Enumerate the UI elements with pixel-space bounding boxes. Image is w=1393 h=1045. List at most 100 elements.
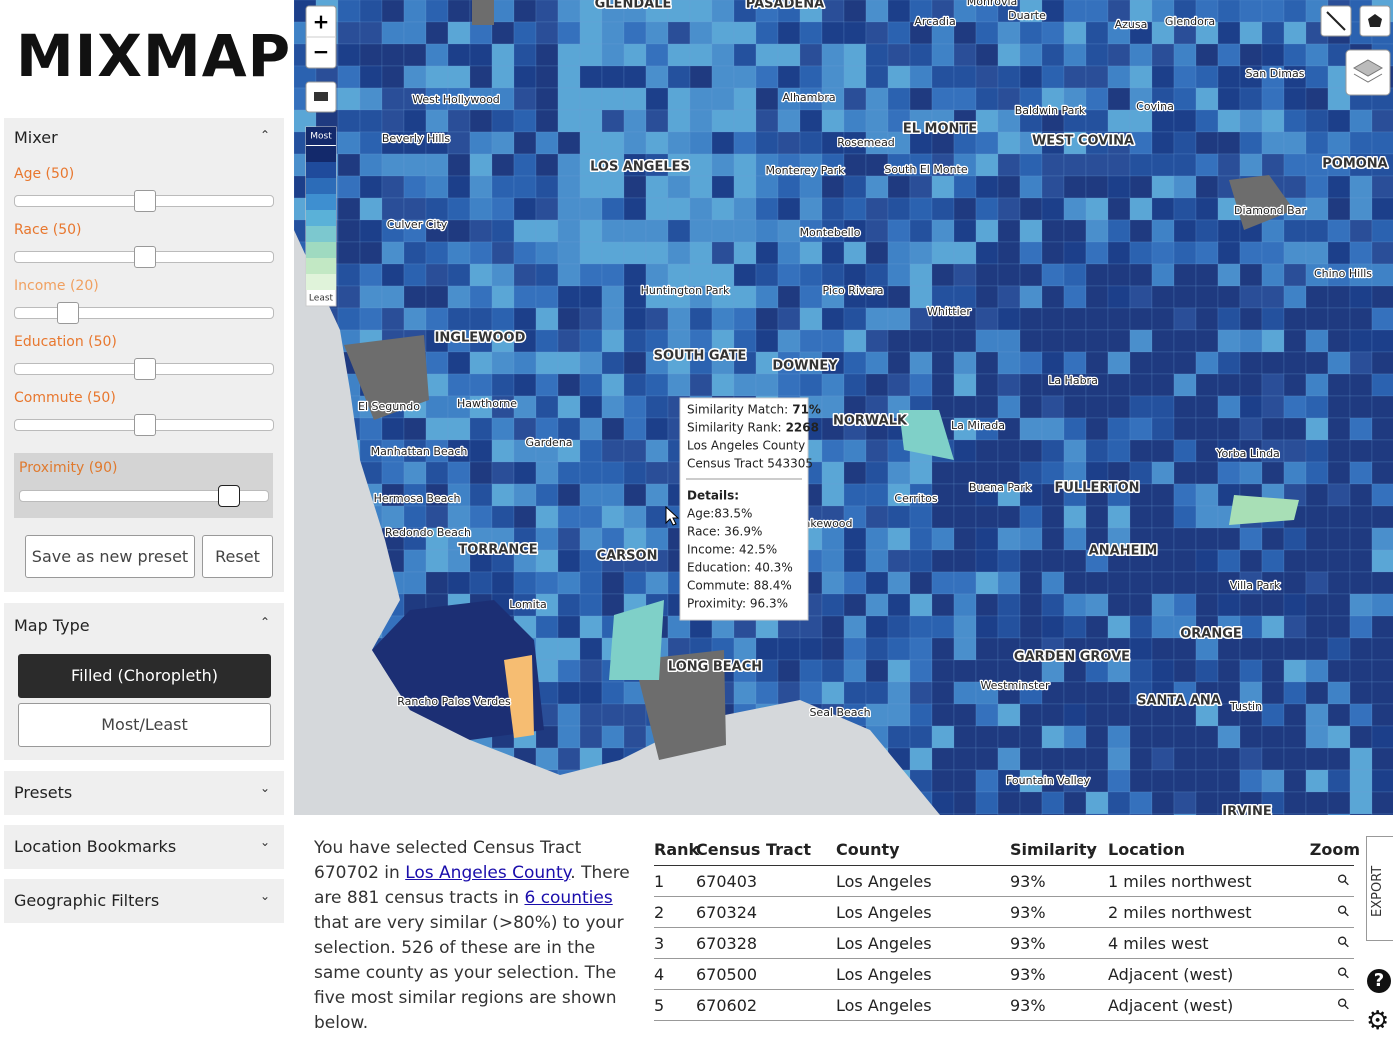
- tract: [645, 87, 669, 111]
- column-header[interactable]: Similarity: [1010, 840, 1097, 859]
- tract: [887, 461, 911, 485]
- tract: [865, 43, 889, 67]
- tract: [1019, 549, 1043, 573]
- tract: [447, 571, 471, 595]
- city-label: CARSON: [597, 549, 658, 564]
- tract: [777, 373, 801, 397]
- slider-thumb[interactable]: [134, 190, 156, 212]
- button[interactable]: Reset: [202, 535, 273, 578]
- table-cell: Los Angeles: [836, 872, 932, 891]
- tract: [1327, 197, 1351, 221]
- tract: [865, 263, 889, 287]
- collapsed-panel[interactable]: Presets ⌄: [4, 771, 284, 815]
- tract: [997, 571, 1021, 595]
- tract: [1305, 351, 1329, 375]
- table-cell: 670403: [696, 872, 758, 891]
- collapsed-panel[interactable]: Geographic Filters ⌄: [4, 879, 284, 923]
- zoom-icon[interactable]: ⚲: [1333, 993, 1354, 1015]
- map-type-option[interactable]: Most/Least: [18, 703, 271, 747]
- tract: [1327, 791, 1351, 815]
- tract: [1283, 175, 1307, 199]
- chevron[interactable]: ⌃: [259, 615, 270, 629]
- help-icon[interactable]: ?: [1367, 969, 1391, 993]
- button[interactable]: Save as new preset: [25, 535, 195, 578]
- tract: [821, 637, 845, 661]
- zoom-in[interactable]: +: [313, 10, 330, 34]
- chevron[interactable]: ⌄: [259, 781, 270, 795]
- link[interactable]: Los Angeles County: [405, 863, 571, 883]
- tract: [821, 109, 845, 133]
- icon: [1352, 59, 1384, 77]
- row-rule: [654, 896, 1354, 897]
- tooltip-text: Details:: [687, 489, 739, 503]
- zoom-icon[interactable]: ⚲: [1333, 900, 1354, 922]
- tract: [1261, 0, 1285, 23]
- tract: [1173, 241, 1197, 265]
- tract: [645, 109, 669, 133]
- chevron[interactable]: ⌃: [259, 128, 270, 142]
- slider-track[interactable]: [14, 190, 274, 212]
- tract: [1349, 725, 1373, 749]
- tract: [1217, 373, 1241, 397]
- settings-icon[interactable]: ⚙: [1366, 1006, 1390, 1036]
- tract: [843, 461, 867, 485]
- tract: [425, 373, 449, 397]
- table-cell: Adjacent (west): [1108, 965, 1234, 984]
- slider-track[interactable]: [14, 246, 274, 268]
- sort-icon[interactable]: ⌄: [1086, 840, 1097, 855]
- tract: [1305, 681, 1329, 705]
- slider-thumb[interactable]: [134, 358, 156, 380]
- tract: [931, 527, 955, 551]
- tract: [953, 87, 977, 111]
- print-control[interactable]: [305, 81, 337, 113]
- zoom-icon[interactable]: ⚲: [1333, 931, 1354, 953]
- top-right-controls[interactable]: [1320, 5, 1391, 96]
- zoom-control[interactable]: + −: [305, 5, 337, 69]
- collapsed-panel[interactable]: Location Bookmarks ⌄: [4, 825, 284, 869]
- tract: [337, 109, 361, 133]
- slider-track[interactable]: [14, 358, 274, 380]
- tract: [1261, 681, 1285, 705]
- map-type-option[interactable]: Filled (Choropleth): [18, 654, 271, 698]
- chevron[interactable]: ⌄: [259, 835, 270, 849]
- slider-thumb[interactable]: [134, 414, 156, 436]
- slider-track[interactable]: [14, 414, 274, 436]
- tract: [1217, 21, 1241, 45]
- tract: [1195, 153, 1219, 177]
- tract: [535, 373, 559, 397]
- tract: [1217, 241, 1241, 265]
- tract: [425, 21, 449, 45]
- tract: [1371, 527, 1393, 551]
- tract: [1283, 747, 1307, 771]
- tract: [887, 615, 911, 639]
- tract: [491, 109, 515, 133]
- tract: [359, 43, 383, 67]
- tract: [337, 87, 361, 111]
- tract: [535, 461, 559, 485]
- tract: [601, 109, 625, 133]
- slider-track[interactable]: [14, 302, 274, 324]
- export-tab[interactable]: EXPORT: [1366, 836, 1393, 941]
- tract: [1085, 329, 1109, 353]
- zoom-out[interactable]: −: [313, 40, 330, 64]
- tract: [1063, 329, 1087, 353]
- slider-track[interactable]: [19, 485, 269, 507]
- tract: [865, 681, 889, 705]
- slider-thumb[interactable]: [134, 246, 156, 268]
- zoom-icon[interactable]: ⚲: [1333, 962, 1354, 984]
- tract: [579, 417, 603, 441]
- link[interactable]: 6 counties: [524, 888, 613, 908]
- tract: [843, 593, 867, 617]
- tract: [931, 219, 955, 243]
- slider-thumb[interactable]: [218, 485, 241, 507]
- table-cell: 93%: [1010, 965, 1046, 984]
- tract: [909, 549, 933, 573]
- zoom-icon[interactable]: ⚲: [1333, 869, 1354, 891]
- tract: [1151, 373, 1175, 397]
- export-label[interactable]: EXPORT: [1370, 865, 1385, 917]
- tract: [711, 307, 735, 331]
- tract: [1063, 571, 1087, 595]
- slider-thumb[interactable]: [56, 302, 79, 324]
- chevron[interactable]: ⌄: [259, 889, 270, 903]
